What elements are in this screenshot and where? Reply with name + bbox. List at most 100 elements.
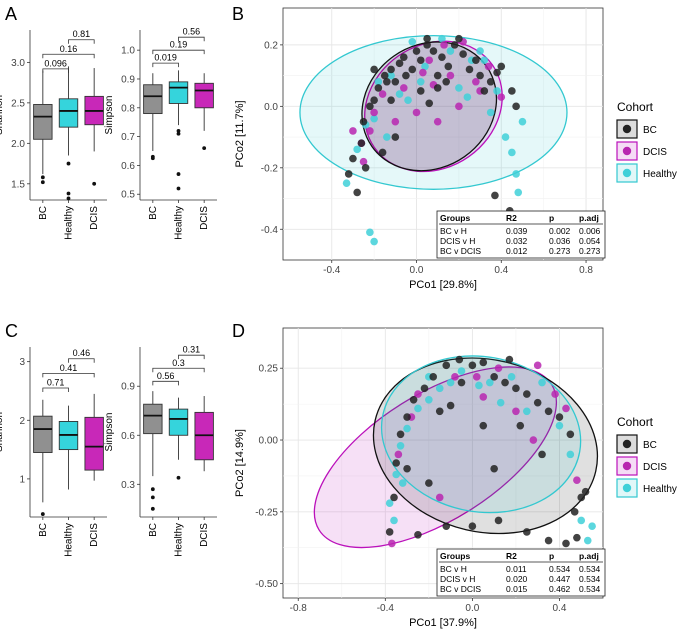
x-tick-label: -0.4 [323, 265, 341, 276]
point-bc [425, 479, 433, 487]
point-bc [480, 87, 489, 95]
point-dcis [562, 404, 570, 413]
point-bc [353, 188, 361, 197]
y-tick-label: 0.7 [121, 132, 135, 143]
legend-point-dcis [622, 146, 632, 156]
panel-label-C: C [5, 321, 18, 341]
point-dcis [359, 157, 368, 166]
point-dcis [370, 108, 378, 117]
y-axis-label: Shannon [0, 95, 5, 135]
significance-bracket [42, 372, 95, 378]
point-dcis [484, 62, 493, 71]
x-tick-label: DCIS [199, 523, 210, 547]
stats-table-header: R2 [506, 551, 517, 561]
x-tick-label: 0.0 [465, 603, 479, 614]
outlier-point [66, 196, 71, 201]
point-healthy [342, 179, 351, 187]
x-tick-label: BC [38, 206, 49, 220]
point-healthy [416, 77, 425, 86]
stats-cell-groups: DCIS v H [440, 236, 475, 246]
y-tick-label: -0.25 [255, 507, 278, 518]
point-bc [409, 396, 418, 404]
point-healthy [383, 133, 391, 141]
legend-b: Cohort BC DCIS Healthy [616, 100, 677, 183]
point-healthy [496, 398, 505, 407]
point-healthy [463, 93, 472, 101]
box-dcis [194, 82, 214, 109]
ellipse-dcis [364, 40, 503, 173]
point-bc [416, 87, 425, 95]
stats-cell-r2: 0.012 [506, 246, 528, 256]
stats-cell-padj: 0.273 [579, 246, 601, 256]
p-value-label: 0.56 [157, 371, 175, 381]
p-value-label: 0.56 [183, 27, 201, 37]
point-bc [523, 528, 531, 536]
x-axis-label: PCo1 [37.9%] [409, 617, 477, 629]
stats-table-header: Groups [440, 551, 470, 561]
point-bc [446, 401, 455, 410]
point-bc [490, 373, 498, 381]
point-bc [465, 65, 474, 74]
point-bc [442, 77, 450, 86]
stats-table-header: p.adj [579, 551, 599, 561]
x-tick-label: DCIS [199, 206, 210, 230]
p-value-label: 0.71 [47, 378, 65, 388]
x-tick-label: DCIS [89, 523, 100, 547]
point-bc [450, 41, 459, 49]
x-tick-label: BC [148, 206, 159, 220]
point-dcis [394, 450, 403, 459]
point-bc [512, 384, 520, 393]
box-bc [143, 84, 163, 115]
x-tick-label: Healthy [64, 206, 75, 240]
point-dcis [479, 393, 488, 401]
point-healthy [476, 47, 484, 55]
point-healthy [425, 396, 433, 404]
box-bc [33, 104, 53, 140]
stats-cell-p: 0.534 [549, 564, 571, 574]
stats-cell-groups: BC v H [440, 226, 467, 236]
outlier-point [176, 186, 181, 191]
p-value-label: 0.46 [73, 348, 91, 358]
point-healthy [457, 367, 466, 375]
point-bc [403, 464, 411, 473]
point-bc [414, 531, 422, 539]
point-healthy [518, 117, 527, 126]
stats-cell-p: 0.447 [549, 574, 571, 584]
point-healthy [370, 114, 378, 123]
point-bc [412, 47, 421, 55]
point-healthy [514, 188, 523, 197]
significance-bracket [178, 354, 205, 360]
y-tick-label: 0.5 [121, 190, 135, 201]
legend-point-healthy [622, 483, 632, 493]
y-tick-label: 0.3 [121, 480, 135, 491]
point-healthy [398, 479, 407, 487]
p-value-label: 0.41 [60, 363, 78, 373]
x-tick-label: -0.8 [290, 603, 308, 614]
p-value-label: 0.16 [60, 44, 78, 54]
point-bc [555, 413, 564, 421]
point-bc [523, 390, 531, 398]
box-healthy [168, 81, 189, 104]
point-bc [566, 430, 575, 439]
stats-cell-p: 0.273 [549, 246, 571, 256]
point-dcis [419, 68, 427, 77]
pcoa-plot-b: -0.4 0.0 0.4 0.8 -0.4 -0.2 0.0 0.2 PCo1 [29.8%] P… [234, 7, 606, 291]
y-tick-label: 2.5 [11, 98, 25, 109]
point-bc [472, 56, 480, 65]
point-healthy [583, 536, 592, 545]
significance-bracket [152, 367, 205, 373]
point-healthy [455, 84, 463, 92]
point-healthy [577, 516, 586, 525]
outlier-point [150, 506, 155, 511]
point-healthy [588, 522, 596, 530]
point-healthy [435, 384, 444, 393]
stats-cell-groups: BC v DCIS [440, 584, 481, 594]
point-bc [392, 459, 400, 467]
y-axis-label: PCo2 [14.9%] [234, 429, 246, 497]
point-dcis [446, 71, 455, 80]
legend-label-bc: BC [643, 440, 657, 451]
point-bc [581, 487, 590, 496]
point-dcis [378, 90, 387, 98]
point-healthy [486, 108, 495, 117]
